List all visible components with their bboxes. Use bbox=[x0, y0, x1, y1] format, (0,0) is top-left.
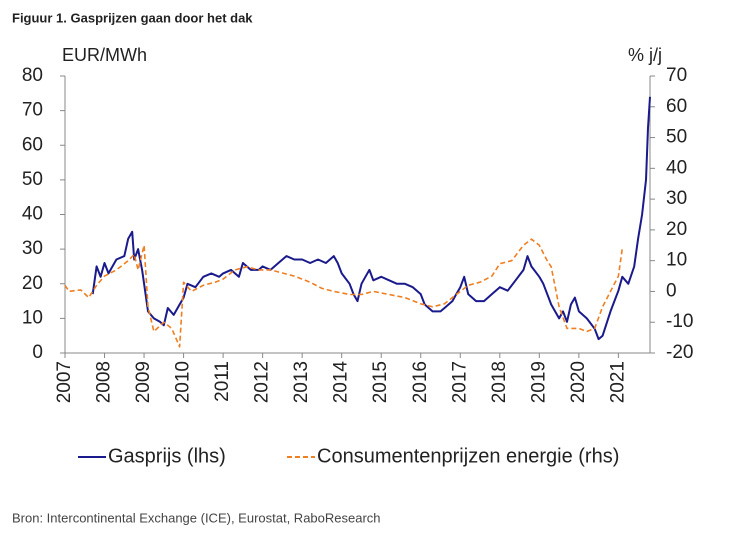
y2-tick-label: 40 bbox=[666, 157, 687, 178]
x-tick-label: 2008 bbox=[94, 361, 115, 403]
x-tick-label: 2009 bbox=[133, 361, 154, 403]
chart-title: Figuur 1. Gasprijzen gaan door het dak bbox=[12, 10, 253, 25]
y2-tick-label: 70 bbox=[666, 65, 687, 86]
x-tick-label: 2021 bbox=[607, 361, 628, 403]
x-tick-label: 2011 bbox=[212, 361, 233, 402]
y-tick-label: 10 bbox=[22, 307, 43, 328]
x-tick-label: 2019 bbox=[528, 361, 549, 403]
x-tick-label: 2016 bbox=[410, 361, 431, 403]
legend-label: Gasprijs (lhs) bbox=[108, 445, 226, 467]
series-line bbox=[91, 96, 651, 341]
x-tick-label: 2020 bbox=[568, 361, 589, 403]
y2-tick-label: 60 bbox=[666, 96, 687, 117]
x-tick-label: 2015 bbox=[370, 361, 391, 403]
y-tick-label: 30 bbox=[22, 238, 43, 259]
y2-tick-label: 30 bbox=[666, 188, 687, 209]
y2-tick-label: 10 bbox=[666, 250, 687, 271]
y-tick-label: 50 bbox=[22, 169, 43, 190]
x-tick-label: 2017 bbox=[449, 361, 470, 403]
x-tick-label: 2012 bbox=[252, 361, 273, 403]
x-tick-label: 2007 bbox=[54, 361, 75, 403]
x-tick-label: 2010 bbox=[173, 361, 194, 403]
y-tick-label: 0 bbox=[32, 342, 43, 363]
y2-tick-label: 50 bbox=[666, 127, 687, 148]
x-tick-label: 2013 bbox=[291, 361, 312, 403]
series-line bbox=[64, 238, 624, 348]
y2-tick-label: 0 bbox=[666, 280, 677, 301]
y-tick-label: 20 bbox=[22, 273, 43, 294]
x-tick-label: 2018 bbox=[489, 361, 510, 403]
y2-tick-label: -20 bbox=[666, 342, 693, 363]
y-tick-label: 60 bbox=[22, 134, 43, 155]
y-tick-label: 40 bbox=[22, 204, 43, 225]
legend-label: Consumentenprijzen energie (rhs) bbox=[317, 445, 619, 467]
y-tick-label: 70 bbox=[22, 100, 43, 121]
y2-axis-label: % j/j bbox=[628, 45, 662, 65]
y-tick-label: 80 bbox=[22, 65, 43, 86]
source: Bron: Intercontinental Exchange (ICE), E… bbox=[12, 510, 381, 525]
x-tick-label: 2014 bbox=[331, 361, 352, 404]
y2-tick-label: -10 bbox=[666, 311, 693, 332]
y-axis-label: EUR/MWh bbox=[62, 45, 147, 65]
y2-tick-label: 20 bbox=[666, 219, 687, 240]
